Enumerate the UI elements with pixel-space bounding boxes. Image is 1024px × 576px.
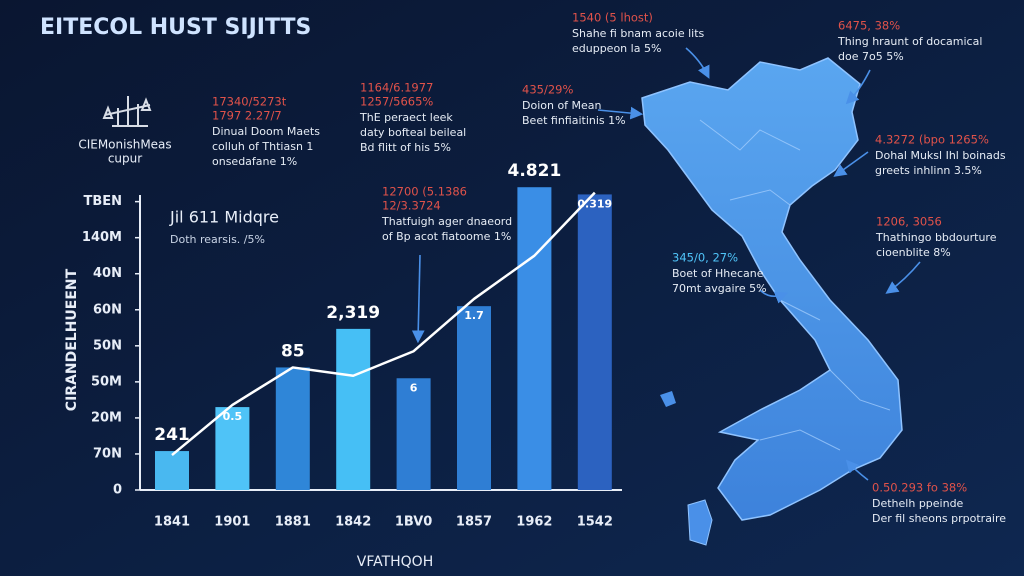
x-tick-label: 1901 bbox=[214, 515, 250, 530]
annotation-text: Thatfuigh ager dnaeord bbox=[381, 215, 512, 228]
annotation-text: of Bp acot fiatoome 1% bbox=[382, 230, 511, 243]
title: EITECOL HUST SIJITTS bbox=[40, 15, 311, 40]
x-tick-label: 1842 bbox=[335, 515, 371, 530]
x-tick-label: 1857 bbox=[456, 515, 492, 530]
annotation-heading: 0.50.293 fo 38% bbox=[872, 481, 967, 495]
annotation-heading: 435/29% bbox=[522, 83, 573, 97]
annotation-text: cioenblite 8% bbox=[876, 246, 951, 259]
bar bbox=[155, 451, 189, 490]
annotation-heading: 12700 (5.1386 bbox=[382, 185, 467, 199]
y-tick-label: 20M bbox=[91, 410, 122, 425]
bar-label: 85 bbox=[281, 341, 305, 361]
annotation-text: Boet of Hhecane bbox=[672, 267, 764, 280]
annotation-heading: 1797 2.27/7 bbox=[212, 109, 282, 123]
subtitle: cupur bbox=[108, 152, 142, 166]
bar bbox=[457, 306, 491, 490]
annotation-heading: 6475, 38% bbox=[838, 19, 900, 33]
bar-label: 241 bbox=[154, 425, 190, 445]
annotation-text: ThE peraect leek bbox=[359, 111, 453, 124]
y-axis-label: CIRANDELHUEENT bbox=[64, 268, 80, 411]
annotation-text: 70mt avgaire 5% bbox=[672, 282, 767, 295]
y-tick-label: 70N bbox=[93, 446, 122, 461]
bar bbox=[577, 194, 612, 490]
inner-title: Jil 611 Midqre bbox=[169, 208, 279, 227]
annotation-text: eduppeon la 5% bbox=[572, 42, 661, 55]
x-tick-label: 1841 bbox=[154, 515, 190, 530]
annotation-text: Dohal Muksl Ihl boinads bbox=[875, 149, 1006, 162]
x-axis-label: VFATHQOH bbox=[357, 554, 433, 570]
bar-label: 0.319 bbox=[577, 197, 612, 210]
annotation-heading: 4.3272 (bpo 1265% bbox=[875, 133, 989, 147]
y-tick-label: 50N bbox=[93, 338, 122, 353]
annotation-text: Dinual Doom Maets bbox=[212, 125, 320, 138]
x-tick-label: 1881 bbox=[275, 515, 311, 530]
annotation-text: Thing hraunt of docamical bbox=[837, 35, 982, 48]
y-tick-label: 140M bbox=[82, 230, 122, 245]
annotation-text: onsedafane 1% bbox=[212, 155, 297, 168]
bar-label: 1.7 bbox=[464, 309, 484, 322]
annotation-text: colluh of Thtiasn 1 bbox=[212, 140, 313, 153]
annotation-text: Shahe fi bnam acoie lits bbox=[572, 27, 705, 40]
y-tick-label: 50M bbox=[91, 374, 122, 389]
annotation-text: Beet finfiaitinis 1% bbox=[522, 114, 626, 127]
annotation-text: greets inhlinn 3.5% bbox=[875, 164, 982, 177]
y-tick-label: 40N bbox=[93, 266, 122, 281]
annotation-text: Dethelh ppeinde bbox=[872, 497, 964, 510]
y-tick-label: 0 bbox=[113, 483, 122, 498]
bar-label: 2,319 bbox=[326, 303, 380, 323]
x-tick-label: 1542 bbox=[577, 515, 613, 530]
arrows bbox=[411, 47, 921, 481]
bar bbox=[215, 407, 250, 490]
bar-label: 4.821 bbox=[508, 161, 562, 181]
trend-line bbox=[171, 191, 596, 456]
annotation-text: Bd flitt of his 5% bbox=[360, 141, 451, 154]
subtitle: CIEMonishMeas bbox=[78, 138, 171, 152]
icon bbox=[102, 96, 152, 127]
annotation-text: daty bofteal beileal bbox=[360, 126, 466, 139]
annotation-heading: 1164/6.1977 bbox=[360, 81, 433, 95]
x-tick-label: 1962 bbox=[516, 515, 552, 530]
inner-note: Doth rearsis. /5% bbox=[170, 233, 265, 246]
bar bbox=[275, 367, 310, 490]
annotation-heading: 17340/5273t bbox=[212, 95, 287, 109]
annotation-heading: 1540 (5 lhost) bbox=[572, 11, 653, 25]
y-tick-label: TBEN bbox=[83, 194, 122, 209]
annotation-text: Der fil sheons prpotraire bbox=[872, 512, 1006, 525]
bar bbox=[336, 328, 371, 490]
bar bbox=[396, 378, 431, 490]
annotation-heading: 1257/5665% bbox=[360, 95, 433, 109]
annotation-text: Doion of Mean bbox=[522, 99, 602, 112]
x-tick-label: 1BV0 bbox=[395, 515, 433, 530]
annotation-text: Thathingo bbdourture bbox=[875, 231, 997, 244]
annotation-heading: 12/3.3724 bbox=[382, 199, 441, 213]
bar-label: 0.5 bbox=[223, 410, 243, 423]
annotation-heading: 345/0, 27% bbox=[672, 251, 738, 265]
bar bbox=[517, 187, 552, 491]
bar-label: 6 bbox=[410, 381, 418, 394]
annotation-heading: 1206, 3056 bbox=[876, 215, 942, 229]
y-tick-label: 60N bbox=[93, 302, 122, 317]
annotation-text: doe 7o5 5% bbox=[838, 50, 904, 63]
